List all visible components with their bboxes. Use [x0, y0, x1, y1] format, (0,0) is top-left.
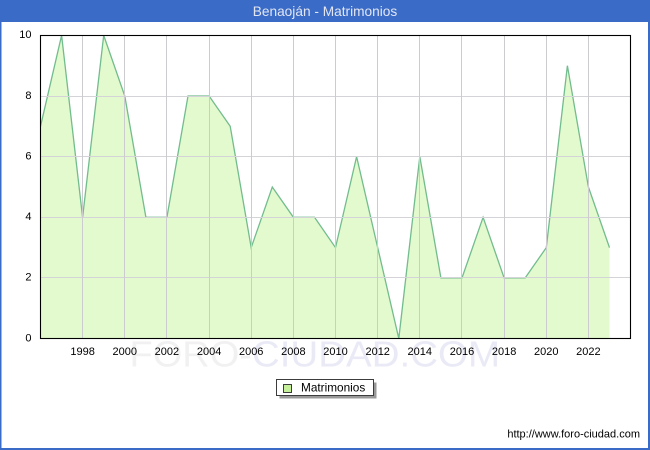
svg-text:2008: 2008	[281, 346, 305, 358]
svg-text:6: 6	[25, 150, 31, 162]
svg-text:2016: 2016	[450, 346, 474, 358]
svg-text:10: 10	[19, 29, 31, 41]
svg-text:1998: 1998	[70, 346, 94, 358]
svg-text:Matrimonios: Matrimonios	[301, 381, 365, 395]
svg-text:2: 2	[25, 272, 31, 284]
svg-text:2014: 2014	[408, 346, 432, 358]
svg-text:0: 0	[25, 332, 31, 344]
svg-text:CIUDAD.COM: CIUDAD.COM	[252, 334, 500, 375]
svg-text:http://www.foro-ciudad.com: http://www.foro-ciudad.com	[507, 429, 640, 441]
svg-text:2004: 2004	[197, 346, 221, 358]
svg-text:2006: 2006	[239, 346, 263, 358]
svg-text:2018: 2018	[492, 346, 516, 358]
svg-text:FORO-: FORO-	[130, 334, 252, 375]
svg-text:2022: 2022	[576, 346, 600, 358]
svg-text:2000: 2000	[113, 346, 137, 358]
svg-text:2020: 2020	[534, 346, 558, 358]
svg-text:Benaoján - Matrimonios: Benaoján - Matrimonios	[253, 4, 398, 19]
svg-text:2012: 2012	[365, 346, 389, 358]
svg-text:2010: 2010	[323, 346, 347, 358]
svg-text:8: 8	[25, 90, 31, 102]
svg-text:2002: 2002	[155, 346, 179, 358]
svg-text:4: 4	[25, 211, 31, 223]
